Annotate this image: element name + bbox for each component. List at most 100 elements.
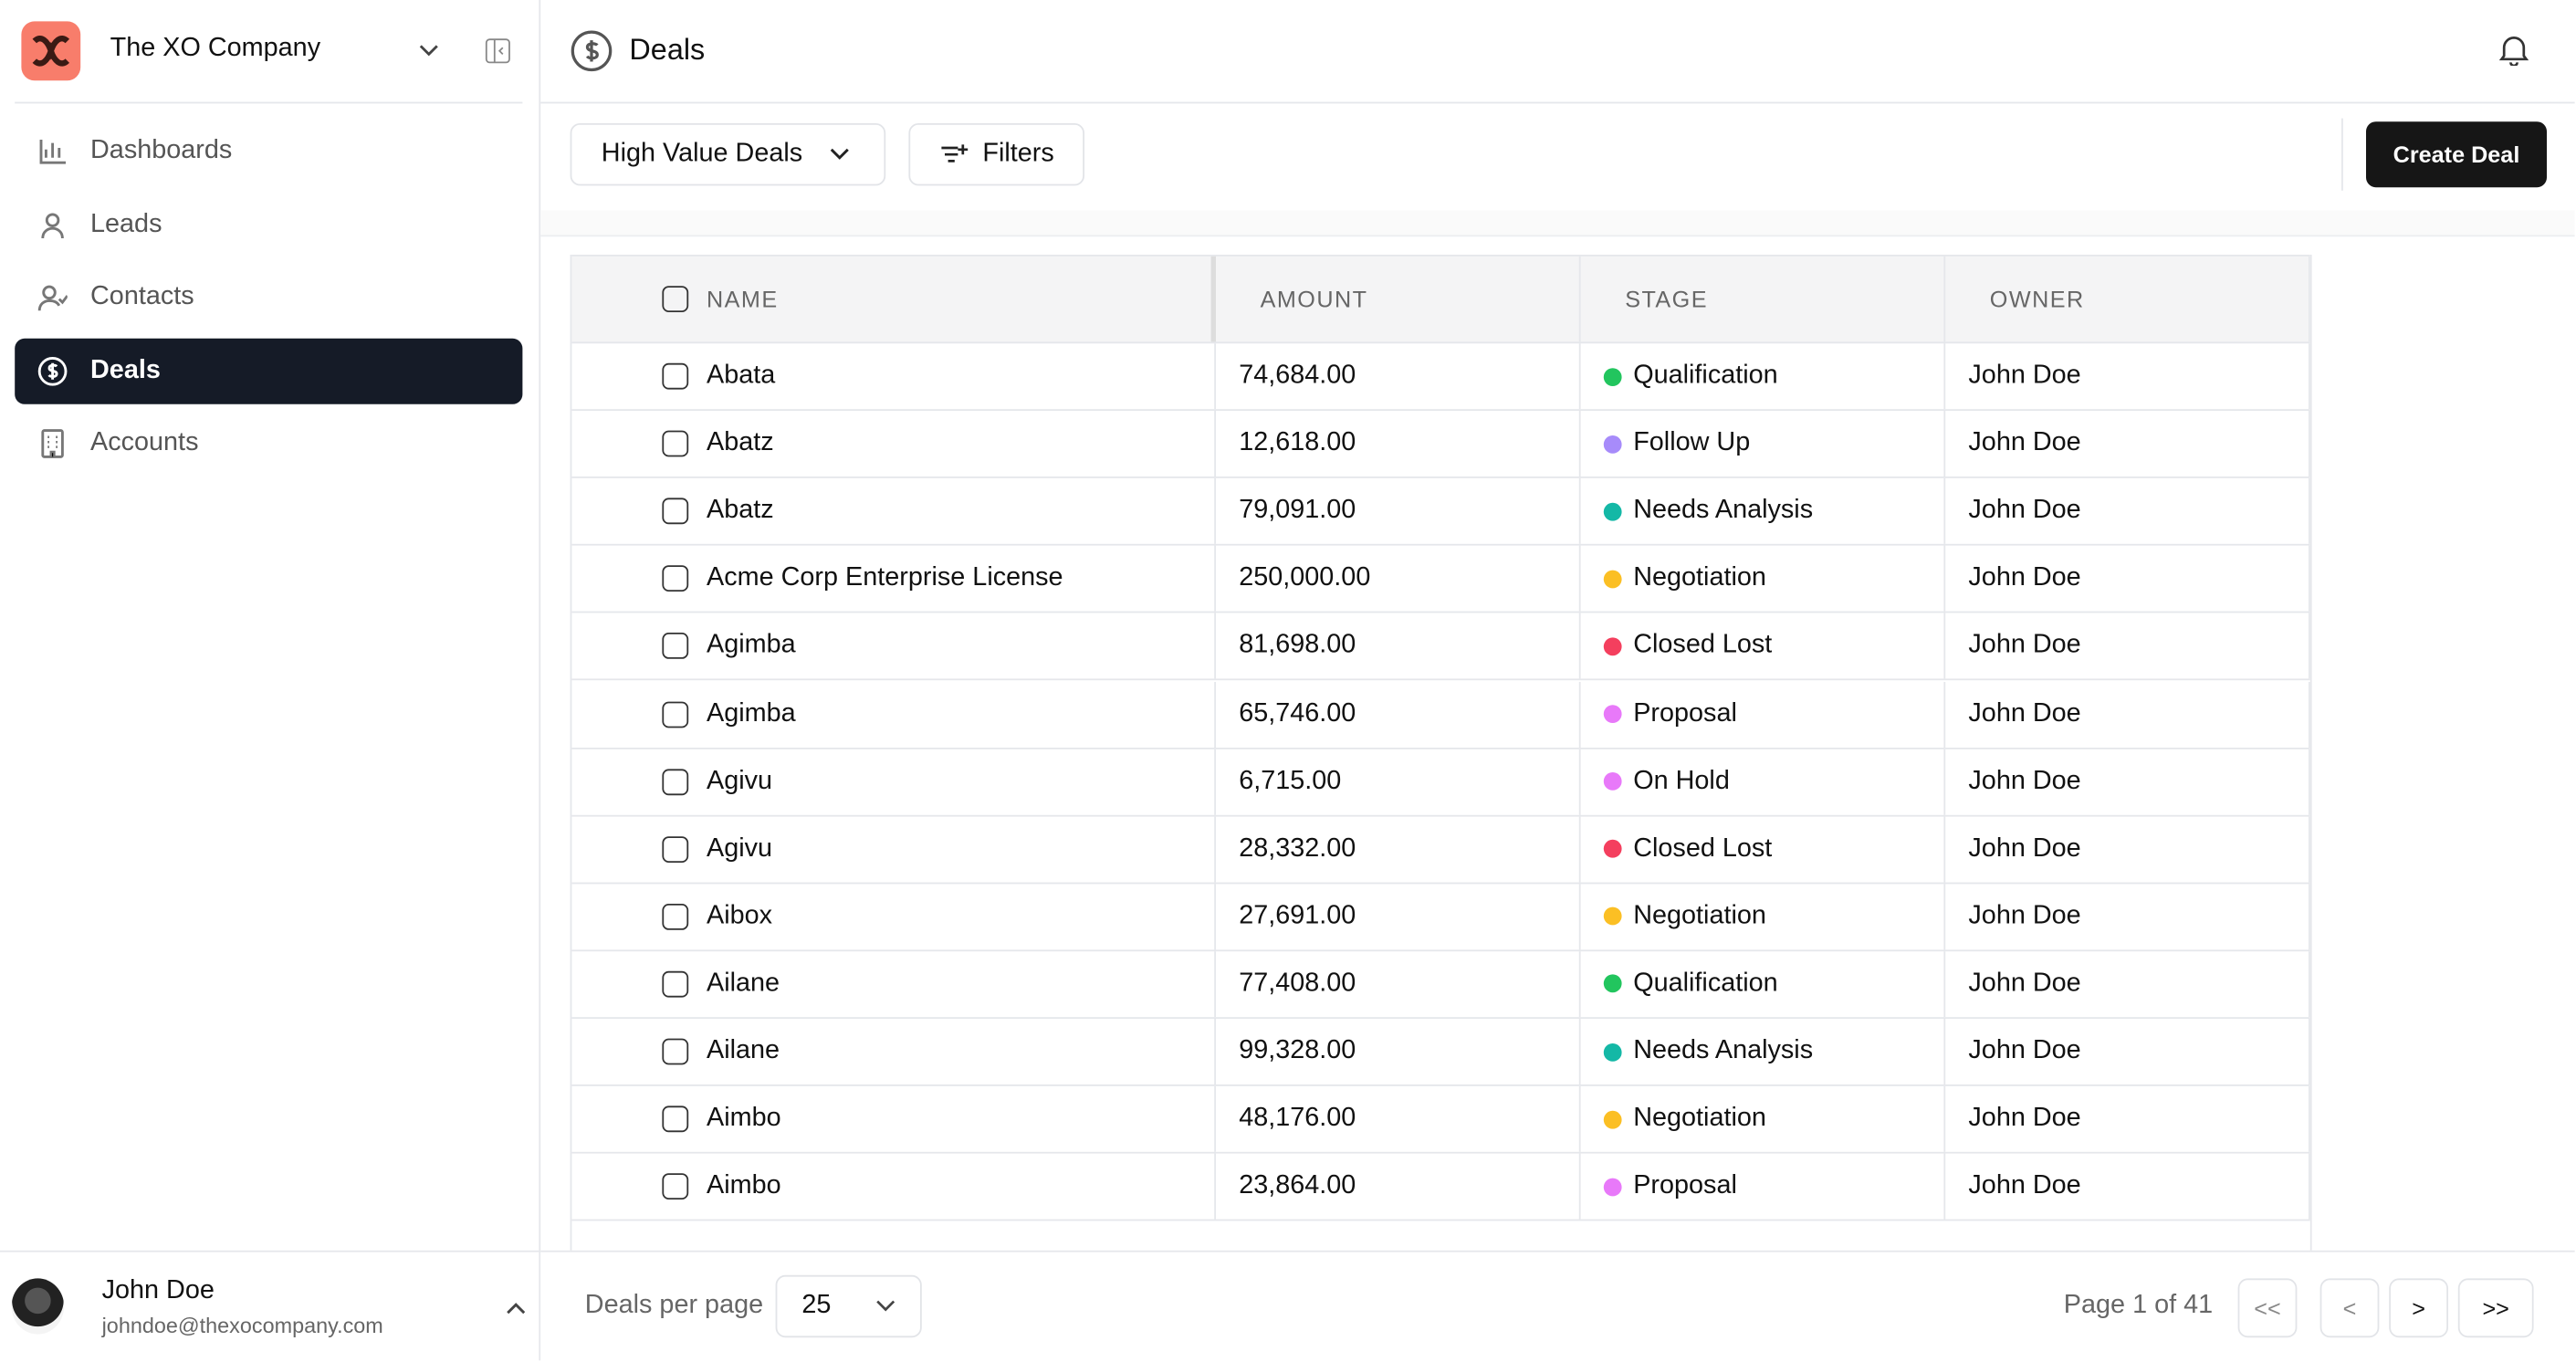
row-checkbox[interactable] bbox=[662, 430, 689, 457]
nav-icon bbox=[39, 139, 66, 164]
table-cell: Ailane bbox=[571, 1019, 1216, 1084]
table-cell: John Doe bbox=[1945, 546, 2310, 613]
table-cell: 79,091.00 bbox=[1216, 478, 1581, 545]
page-button[interactable]: > bbox=[2389, 1278, 2448, 1338]
owner: John Doe bbox=[1968, 901, 2081, 930]
stage: Proposal bbox=[1633, 698, 1737, 728]
amount: 74,684.00 bbox=[1239, 361, 1356, 390]
table-row[interactable]: Abata 74,684.00 Qualification John Doe bbox=[571, 343, 2310, 411]
table-row[interactable]: Aimbo 23,864.00 Proposal John Doe bbox=[571, 1153, 2310, 1221]
row-checkbox[interactable] bbox=[662, 633, 689, 660]
collapse-icon[interactable] bbox=[485, 37, 511, 64]
row-checkbox[interactable] bbox=[662, 1105, 689, 1133]
table-row[interactable]: Ailane 99,328.00 Needs Analysis John Doe bbox=[571, 1019, 2310, 1086]
table-cell: Negotiation bbox=[1581, 546, 1946, 613]
nav-label: Contacts bbox=[90, 282, 194, 311]
deal-name: Aibox bbox=[707, 901, 773, 930]
per-page-select[interactable]: 25 bbox=[775, 1274, 922, 1338]
nav-item[interactable]: Deals bbox=[15, 337, 523, 403]
stage: Negotiation bbox=[1633, 1104, 1766, 1133]
user-bar bbox=[0, 1250, 539, 1361]
table-row[interactable]: Abatz 79,091.00 Needs Analysis John Doe bbox=[571, 478, 2310, 546]
create-button[interactable]: Create Deal bbox=[2366, 121, 2547, 188]
table-row[interactable]: Abatz 12,618.00 Follow Up John Doe bbox=[571, 411, 2310, 478]
nav-item[interactable]: Accounts bbox=[15, 411, 522, 477]
row-checkbox[interactable] bbox=[662, 498, 689, 525]
table-cell: Acme Corp Enterprise License bbox=[571, 546, 1216, 613]
nav-item[interactable]: Dashboards bbox=[15, 119, 522, 184]
stage: Proposal bbox=[1633, 1171, 1737, 1200]
table-row[interactable]: Aibox 27,691.00 Negotiation John Doe bbox=[571, 884, 2310, 951]
table-cell: John Doe bbox=[1945, 884, 2310, 950]
row-checkbox[interactable] bbox=[662, 565, 689, 592]
deal-name: Ailane bbox=[707, 969, 780, 998]
amount: 65,746.00 bbox=[1239, 698, 1356, 728]
user-email: johndoe@thexocompany.com bbox=[101, 1313, 383, 1338]
stage: Needs Analysis bbox=[1633, 496, 1814, 525]
chevron[interactable] bbox=[417, 41, 440, 61]
row-checkbox[interactable] bbox=[662, 768, 689, 795]
deal-name: Aimbo bbox=[707, 1104, 781, 1133]
row-checkbox[interactable] bbox=[662, 1173, 689, 1200]
deal-name: Aimbo bbox=[707, 1171, 781, 1200]
nav-item[interactable]: Contacts bbox=[15, 265, 522, 330]
stage: Qualification bbox=[1633, 361, 1778, 390]
row-checkbox[interactable] bbox=[662, 1038, 689, 1065]
table-row[interactable]: Agivu 6,715.00 On Hold John Doe bbox=[571, 749, 2310, 816]
separator bbox=[2341, 118, 2343, 191]
view-label: High Value Deals bbox=[601, 140, 803, 168]
amount: 48,176.00 bbox=[1239, 1104, 1356, 1133]
table-cell: John Doe bbox=[1945, 478, 2310, 545]
stage: Negotiation bbox=[1633, 901, 1766, 930]
page-button[interactable]: < bbox=[2319, 1278, 2380, 1338]
table-cell: Qualification bbox=[1581, 951, 1946, 1018]
table-cell: 65,746.00 bbox=[1216, 681, 1581, 748]
row-checkbox[interactable] bbox=[662, 362, 689, 390]
deals-icon bbox=[571, 30, 613, 72]
row-checkbox[interactable] bbox=[662, 903, 689, 930]
table-cell: 27,691.00 bbox=[1216, 884, 1581, 950]
stage-dot bbox=[1603, 907, 1622, 926]
owner: John Doe bbox=[1968, 428, 2081, 457]
table-row[interactable]: Ailane 77,408.00 Qualification John Doe bbox=[571, 951, 2310, 1019]
stage-dot bbox=[1603, 367, 1622, 386]
user-menu[interactable] bbox=[505, 1298, 528, 1318]
page-button[interactable]: >> bbox=[2457, 1278, 2534, 1338]
table-cell: 48,176.00 bbox=[1216, 1085, 1581, 1152]
page-button[interactable]: << bbox=[2237, 1278, 2298, 1338]
stage-dot bbox=[1603, 840, 1622, 858]
table-cell: Agimba bbox=[571, 613, 1216, 680]
divider bbox=[15, 101, 523, 104]
notifications[interactable] bbox=[2498, 33, 2529, 66]
filters-button[interactable]: Filters bbox=[908, 123, 1084, 186]
row-checkbox[interactable] bbox=[662, 835, 689, 863]
table-row[interactable]: Agimba 65,746.00 Proposal John Doe bbox=[571, 681, 2310, 749]
table-cell: John Doe bbox=[1945, 951, 2310, 1018]
row-checkbox[interactable] bbox=[662, 700, 689, 728]
deal-name: Agimba bbox=[707, 631, 796, 660]
table-cell: Negotiation bbox=[1581, 1085, 1946, 1152]
amount: 6,715.00 bbox=[1239, 766, 1342, 795]
table-row[interactable]: Aimbo 48,176.00 Negotiation John Doe bbox=[571, 1085, 2310, 1154]
table-row[interactable]: Agivu 28,332.00 Closed Lost John Doe bbox=[571, 816, 2310, 884]
table-row[interactable]: Agimba 81,698.00 Closed Lost John Doe bbox=[571, 613, 2310, 681]
stage: On Hold bbox=[1633, 766, 1730, 795]
table-cell: 6,715.00 bbox=[1216, 749, 1581, 815]
table-row[interactable]: Acme Corp Enterprise License 250,000.00 Ne… bbox=[571, 546, 2310, 613]
stage: Closed Lost bbox=[1633, 833, 1773, 863]
amount: 27,691.00 bbox=[1239, 901, 1356, 930]
deals-table: NAME AMOUNT STAGE OWNER Abata 74,684.00 Qualif… bbox=[570, 255, 2312, 1251]
column-label: STAGE bbox=[1625, 286, 1708, 312]
view-select[interactable]: High Value Deals bbox=[570, 123, 886, 186]
amount: 28,332.00 bbox=[1239, 833, 1356, 863]
select-all-checkbox[interactable] bbox=[662, 286, 689, 312]
table-header: NAME AMOUNT STAGE OWNER bbox=[571, 255, 2310, 344]
table-cell: 74,684.00 bbox=[1216, 343, 1581, 410]
nav-item[interactable]: Leads bbox=[15, 192, 522, 257]
amount: 23,864.00 bbox=[1239, 1171, 1356, 1200]
nav-label: Accounts bbox=[90, 428, 199, 457]
user-name: John Doe bbox=[101, 1276, 215, 1305]
amount: 77,408.00 bbox=[1239, 969, 1356, 998]
table-cell: 23,864.00 bbox=[1216, 1153, 1581, 1220]
row-checkbox[interactable] bbox=[662, 970, 689, 998]
